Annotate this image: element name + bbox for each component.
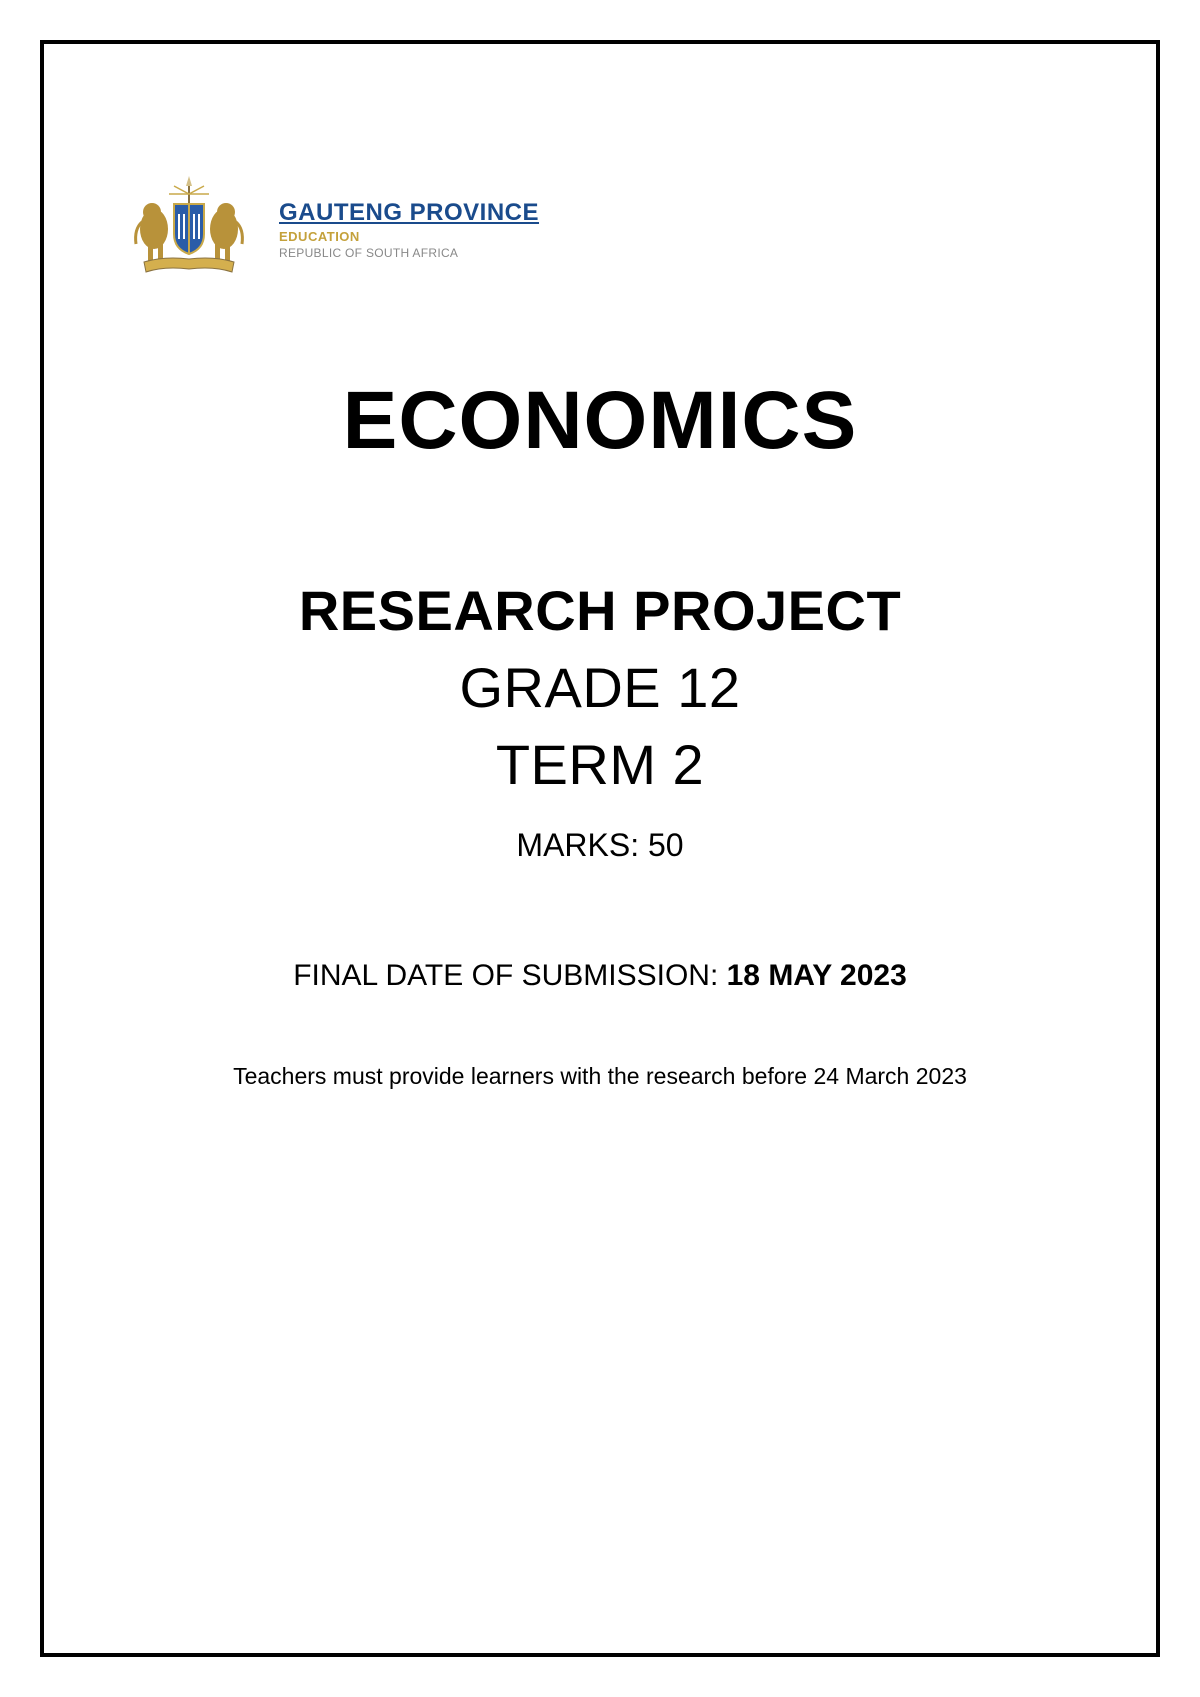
submission-date: 18 MAY 2023: [727, 959, 907, 992]
research-project-heading: RESEARCH PROJECT: [114, 578, 1086, 643]
subtitle-block: RESEARCH PROJECT GRADE 12 TERM 2 MARKS: …: [114, 578, 1086, 864]
submission-prefix: FINAL DATE OF SUBMISSION:: [293, 959, 726, 992]
province-name: GAUTENG PROVINCE: [279, 199, 539, 227]
submission-line: FINAL DATE OF SUBMISSION: 18 MAY 2023: [114, 959, 1086, 993]
coat-of-arms-icon: [114, 174, 264, 284]
main-title: ECONOMICS: [114, 374, 1086, 468]
logo-section: GAUTENG PROVINCE EDUCATION REPUBLIC OF S…: [114, 174, 1086, 284]
term-line: TERM 2: [114, 732, 1086, 797]
grade-line: GRADE 12: [114, 655, 1086, 720]
logo-text-block: GAUTENG PROVINCE EDUCATION REPUBLIC OF S…: [279, 199, 539, 260]
teacher-note: Teachers must provide learners with the …: [114, 1063, 1086, 1090]
page-border: GAUTENG PROVINCE EDUCATION REPUBLIC OF S…: [40, 40, 1160, 1657]
marks-line: MARKS: 50: [114, 827, 1086, 864]
education-label: EDUCATION: [279, 229, 539, 244]
republic-label: REPUBLIC OF SOUTH AFRICA: [279, 246, 539, 260]
